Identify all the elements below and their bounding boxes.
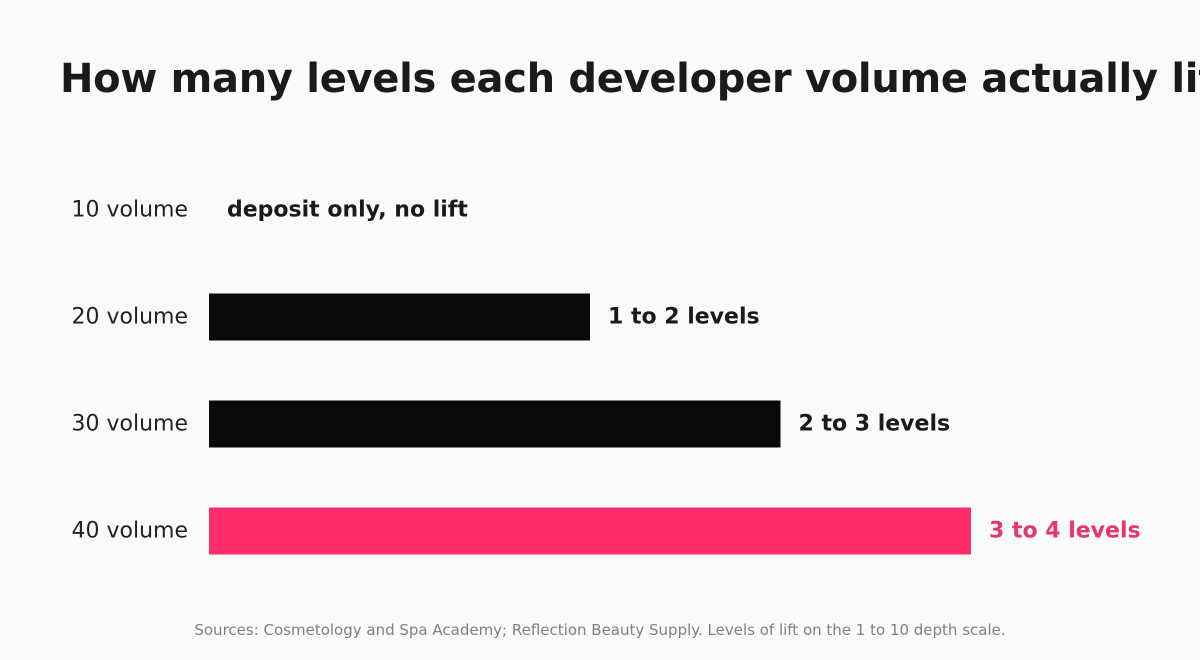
bar-chart: 10 volume deposit only, no lift 20 volume 1…: [72, 198, 1141, 555]
category-label: 40 volume: [72, 519, 189, 544]
category-label: 20 volume: [72, 305, 189, 330]
value-label: 1 to 2 levels: [608, 305, 760, 330]
value-label: 2 to 3 levels: [799, 412, 951, 437]
category-label: 10 volume: [72, 198, 189, 223]
category-label: 30 volume: [72, 412, 189, 437]
bar: [209, 400, 781, 448]
chart-title: How many levels each developer volume ac…: [60, 56, 1200, 102]
value-label: 3 to 4 levels: [989, 519, 1141, 544]
source-note: Sources: Cosmetology and Spa Academy; Re…: [194, 621, 1006, 639]
value-label: deposit only, no lift: [227, 198, 468, 223]
bar: [209, 293, 590, 341]
bar-highlight: [209, 507, 971, 555]
